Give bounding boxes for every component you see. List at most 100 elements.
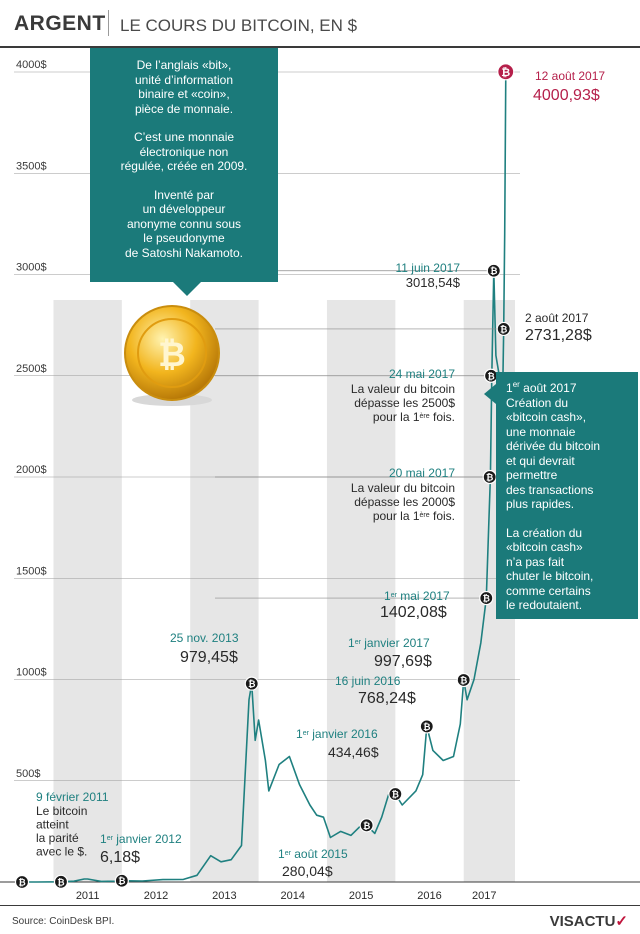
x-tick-2011: 2011 <box>76 890 100 902</box>
event-value-2017-06: 3018,54$ <box>406 275 461 290</box>
event-marker-icon-12: ₿ <box>500 324 507 334</box>
event-marker-0 <box>14 874 30 890</box>
event-date-2011-02: 9 février 2011 <box>36 790 109 804</box>
event-marker-3 <box>244 676 259 691</box>
definition-line: C’est une monnaie <box>133 130 235 144</box>
bitcoin-cash-line: des transactions <box>506 482 594 497</box>
event-text-2017-05-24-0: La valeur du bitcoin <box>351 382 455 396</box>
bitcoin-cash-line: chuter le bitcoin, <box>506 569 594 583</box>
x-tick-2017: 2017 <box>472 890 496 902</box>
logo-check-icon: ✓ <box>615 913 628 930</box>
event-text-2017-05-24-last: pour la 1ère fois. <box>373 410 455 424</box>
x-tick-2013: 2013 <box>212 890 236 902</box>
definition-line: binaire et «coin», <box>138 87 230 101</box>
bitcoin-cash-line: dérivée du bitcoin <box>506 439 601 453</box>
event-text-2017-05-24-1: dépasse les 2500$ <box>354 396 455 410</box>
bitcoin-cash-line: comme certains <box>506 583 591 598</box>
event-date-2013-11: 25 nov. 2013 <box>170 631 239 645</box>
event-marker-icon-4: ₿ <box>363 821 370 831</box>
x-tick-2016: 2016 <box>417 890 441 902</box>
x-tick-2014: 2014 <box>281 890 305 902</box>
y-tick-500: 500$ <box>16 768 40 780</box>
event-marker-icon-10: ₿ <box>487 371 494 381</box>
event-text-2011-02-1: atteint <box>36 818 69 832</box>
header-rule <box>0 46 640 48</box>
event-date-2017-06: 11 juin 2017 <box>396 261 461 275</box>
bitcoin-cash-line: Création du <box>506 395 569 410</box>
event-text-2011-02-2: la parité <box>36 831 79 845</box>
event-date-2017-05-20: 20 mai 2017 <box>389 466 455 480</box>
bitcoin-cash-paragraph-1: La création du «bitcoin cash» n’a pas fait… <box>506 526 632 613</box>
logo-text: VISACTU <box>549 913 616 930</box>
y-tick-4000: 4000$ <box>16 59 47 71</box>
event-marker-icon-11: ₿ <box>490 266 497 276</box>
bitcoin-cash-line: plus rapides. <box>506 497 575 511</box>
bitcoin-coin-illustration: ₿ <box>124 305 220 406</box>
event-value-2017-01: 997,69$ <box>374 653 432 670</box>
event-text-2017-05-20-1: dépasse les 2000$ <box>354 495 455 509</box>
event-marker-icon-6: ₿ <box>423 722 430 732</box>
event-value-2016-01: 434,46$ <box>328 744 379 760</box>
definition-line: le pseudonyme <box>143 231 225 245</box>
event-marker-icon-1: ₿ <box>57 877 64 887</box>
bitcoin-cash-paragraph-0: Création du «bitcoin cash», une monnaie dér… <box>506 396 632 512</box>
event-marker-4 <box>359 818 374 833</box>
y-tick-1000: 1000$ <box>16 667 47 679</box>
bitcoin-price-chart: 500$1000$1500$2000$2500$3000$3500$4000$ … <box>0 59 640 902</box>
x-tick-labels: 2011 2012 2013 2014 2015 2016 2017 <box>76 890 497 902</box>
event-value-2017-08-02: 2731,28$ <box>525 327 592 344</box>
event-date-2017-08-02: 2 août 2017 <box>525 311 589 325</box>
event-date-2017-01: 1er janvier 2017 <box>348 636 430 650</box>
year-band-2 <box>326 300 396 882</box>
event-marker-icon-5: ₿ <box>392 790 399 800</box>
event-marker-icon-9: ₿ <box>486 473 493 483</box>
definition-paragraph-0: De l’anglais «bit», unité d’information bi… <box>96 58 272 116</box>
event-text-2011-02-3: avec le $. <box>36 845 87 859</box>
header-separator <box>108 10 109 36</box>
event-value-2013-11: 979,45$ <box>180 649 238 666</box>
coin-bitcoin-icon: ₿ <box>158 336 186 374</box>
definition-paragraph-2: Inventé par un développeur anonyme connu s… <box>96 188 272 261</box>
definition-line: pièce de monnaie. <box>134 101 234 116</box>
coin-inner-ring <box>137 318 207 388</box>
event-marker-7 <box>456 672 471 688</box>
event-date-2017-05-24: 24 mai 2017 <box>389 367 455 381</box>
event-date-2016-01: 1er janvier 2016 <box>296 727 378 741</box>
event-marker-icon-8: ₿ <box>483 594 490 604</box>
event-marker-icon-7: ₿ <box>460 675 467 685</box>
x-tick-2015: 2015 <box>349 890 373 902</box>
event-marker-1 <box>53 874 69 889</box>
definition-line: de Satoshi Nakamoto. <box>124 245 244 260</box>
event-date-2017-08-12: 12 août 2017 <box>535 69 605 83</box>
bitcoin-cash-line: n’a pas fait <box>506 554 565 569</box>
event-marker-2 <box>114 873 129 888</box>
event-marker-5 <box>388 786 403 802</box>
event-date-2012-01: 1er janvier 2012 <box>100 832 182 846</box>
event-value-2016-06: 768,24$ <box>358 690 416 707</box>
event-marker-12 <box>496 321 511 337</box>
definition-line: De l’anglais «bit», <box>136 58 232 72</box>
event-marker-icon-0: ₿ <box>18 878 25 888</box>
definition-line: unité d’information <box>134 72 234 87</box>
bitcoin-cash-box: 1er août 2017 Création du «bitcoin cash», u… <box>484 372 638 619</box>
y-tick-3500: 3500$ <box>16 160 47 172</box>
definition-line: régulée, créée en 2009. <box>120 159 248 173</box>
event-text-2011-02-0: Le bitcoin <box>36 804 87 818</box>
event-marker-icon-13: ₿ <box>501 67 510 79</box>
definition-line: un développeur <box>142 202 226 216</box>
event-marker-icon-2: ₿ <box>118 876 125 886</box>
event-date-2017-05-01: 1er mai 2017 <box>384 589 450 603</box>
header: ARGENT LE COURS DU BITCOIN, EN $ <box>0 0 640 48</box>
bitcoin-cash-date: 1er août 2017 <box>506 380 577 395</box>
chart-title: LE COURS DU BITCOIN, EN $ <box>120 16 358 35</box>
event-date-2015-08: 1er août 2015 <box>278 847 348 861</box>
definition-line: Inventé par <box>153 187 215 202</box>
bitcoin-cash-line: et qui devrait <box>506 453 575 468</box>
event-marker-11 <box>486 263 501 278</box>
y-tick-2000: 2000$ <box>16 464 47 476</box>
definition-paragraph-1: C’est une monnaie électronique non régulée… <box>96 130 272 174</box>
y-tick-1500: 1500$ <box>16 565 47 577</box>
event-value-2017-05-01: 1402,08$ <box>380 604 447 621</box>
event-value-2012-01: 6,18$ <box>100 849 140 866</box>
